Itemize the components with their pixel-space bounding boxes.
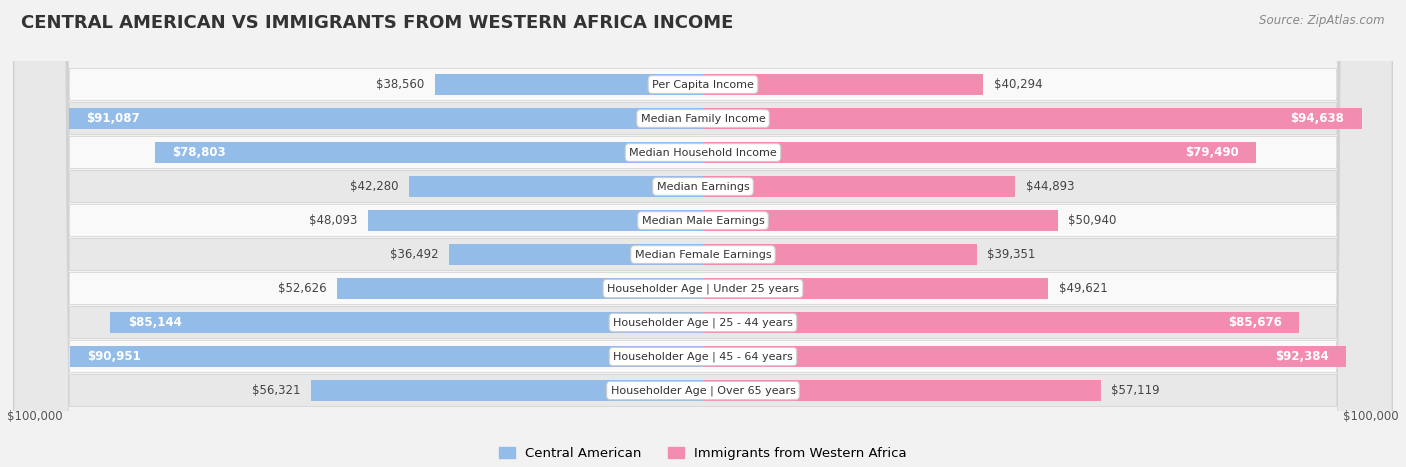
Bar [703,380,1101,401]
Text: Median Household Income: Median Household Income [628,148,778,157]
FancyBboxPatch shape [14,0,1392,467]
Text: $85,676: $85,676 [1227,316,1282,329]
Text: $94,638: $94,638 [1291,112,1344,125]
Bar [409,176,703,197]
Bar [311,380,703,401]
Bar [703,312,1299,333]
Bar [337,278,703,299]
Bar [70,346,703,367]
FancyBboxPatch shape [14,0,1392,467]
Bar [703,346,1346,367]
Text: $56,321: $56,321 [252,384,301,397]
Bar [703,108,1361,129]
Text: $36,492: $36,492 [389,248,439,261]
Text: $100,000: $100,000 [1343,410,1399,423]
Text: Householder Age | Under 25 years: Householder Age | Under 25 years [607,283,799,294]
Text: $49,621: $49,621 [1059,282,1108,295]
Bar [703,176,1015,197]
Bar [449,244,703,265]
Text: $57,119: $57,119 [1111,384,1160,397]
Text: Median Earnings: Median Earnings [657,182,749,191]
Bar [703,142,1256,163]
Bar [703,74,983,95]
Bar [155,142,703,163]
FancyBboxPatch shape [14,0,1392,467]
FancyBboxPatch shape [14,0,1392,467]
Text: $92,384: $92,384 [1275,350,1329,363]
FancyBboxPatch shape [14,0,1392,467]
Text: $52,626: $52,626 [277,282,326,295]
FancyBboxPatch shape [14,0,1392,467]
Legend: Central American, Immigrants from Western Africa: Central American, Immigrants from Wester… [499,447,907,460]
Text: $90,951: $90,951 [87,350,141,363]
Bar [703,244,977,265]
Text: $79,490: $79,490 [1185,146,1239,159]
Bar [111,312,703,333]
Bar [434,74,703,95]
FancyBboxPatch shape [14,0,1392,467]
Text: Householder Age | Over 65 years: Householder Age | Over 65 years [610,385,796,396]
Text: $39,351: $39,351 [987,248,1036,261]
Text: CENTRAL AMERICAN VS IMMIGRANTS FROM WESTERN AFRICA INCOME: CENTRAL AMERICAN VS IMMIGRANTS FROM WEST… [21,14,734,32]
Text: Per Capita Income: Per Capita Income [652,79,754,90]
Text: Householder Age | 25 - 44 years: Householder Age | 25 - 44 years [613,317,793,328]
Bar [703,278,1049,299]
Bar [69,108,703,129]
Text: $91,087: $91,087 [86,112,141,125]
Bar [703,210,1057,231]
Text: $42,280: $42,280 [350,180,398,193]
Text: $48,093: $48,093 [309,214,359,227]
Bar [368,210,703,231]
Text: $40,294: $40,294 [994,78,1042,91]
Text: $85,144: $85,144 [128,316,181,329]
Text: Source: ZipAtlas.com: Source: ZipAtlas.com [1260,14,1385,27]
Text: $44,893: $44,893 [1026,180,1074,193]
Text: $38,560: $38,560 [375,78,425,91]
FancyBboxPatch shape [14,0,1392,467]
FancyBboxPatch shape [14,0,1392,467]
Text: Median Family Income: Median Family Income [641,113,765,123]
Text: $50,940: $50,940 [1069,214,1116,227]
Text: $100,000: $100,000 [7,410,63,423]
FancyBboxPatch shape [14,0,1392,467]
Text: $78,803: $78,803 [172,146,225,159]
Text: Median Male Earnings: Median Male Earnings [641,216,765,226]
Text: Householder Age | 45 - 64 years: Householder Age | 45 - 64 years [613,351,793,362]
Text: Median Female Earnings: Median Female Earnings [634,249,772,260]
